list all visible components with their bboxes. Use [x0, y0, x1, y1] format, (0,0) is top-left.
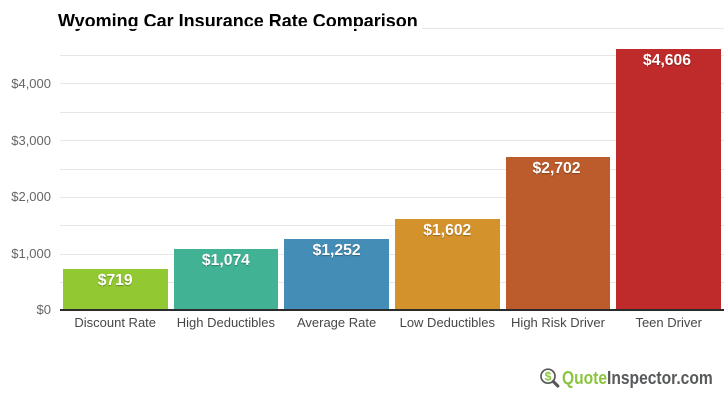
svg-text:$: $	[545, 370, 552, 384]
